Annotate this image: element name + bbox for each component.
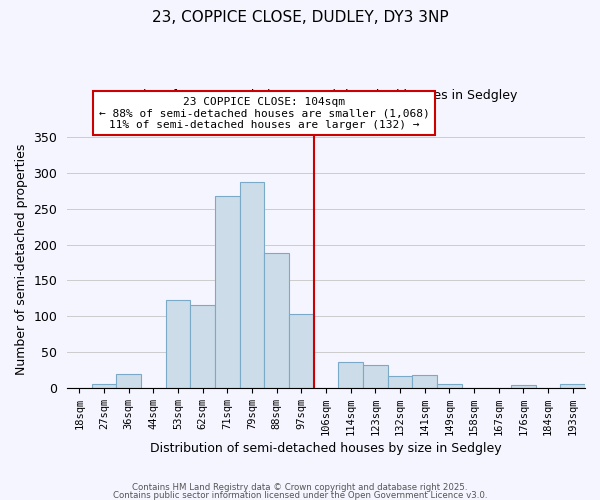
Text: Contains HM Land Registry data © Crown copyright and database right 2025.: Contains HM Land Registry data © Crown c…: [132, 484, 468, 492]
Bar: [215, 196, 240, 388]
Bar: [240, 182, 265, 388]
Bar: [388, 376, 412, 388]
Bar: [511, 385, 536, 388]
Text: Contains public sector information licensed under the Open Government Licence v3: Contains public sector information licen…: [113, 490, 487, 500]
X-axis label: Distribution of semi-detached houses by size in Sedgley: Distribution of semi-detached houses by …: [150, 442, 502, 455]
Bar: [190, 306, 215, 388]
Y-axis label: Number of semi-detached properties: Number of semi-detached properties: [15, 144, 28, 374]
Bar: [92, 384, 116, 388]
Text: 23, COPPICE CLOSE, DUDLEY, DY3 3NP: 23, COPPICE CLOSE, DUDLEY, DY3 3NP: [152, 10, 448, 25]
Bar: [265, 253, 289, 388]
Bar: [166, 300, 190, 388]
Bar: [338, 362, 363, 388]
Bar: [289, 314, 314, 388]
Text: 23 COPPICE CLOSE: 104sqm
← 88% of semi-detached houses are smaller (1,068)
11% o: 23 COPPICE CLOSE: 104sqm ← 88% of semi-d…: [98, 96, 430, 130]
Bar: [412, 375, 437, 388]
Title: Size of property relative to semi-detached houses in Sedgley: Size of property relative to semi-detach…: [135, 90, 517, 102]
Bar: [116, 374, 141, 388]
Bar: [560, 384, 585, 388]
Bar: [437, 384, 462, 388]
Bar: [363, 365, 388, 388]
